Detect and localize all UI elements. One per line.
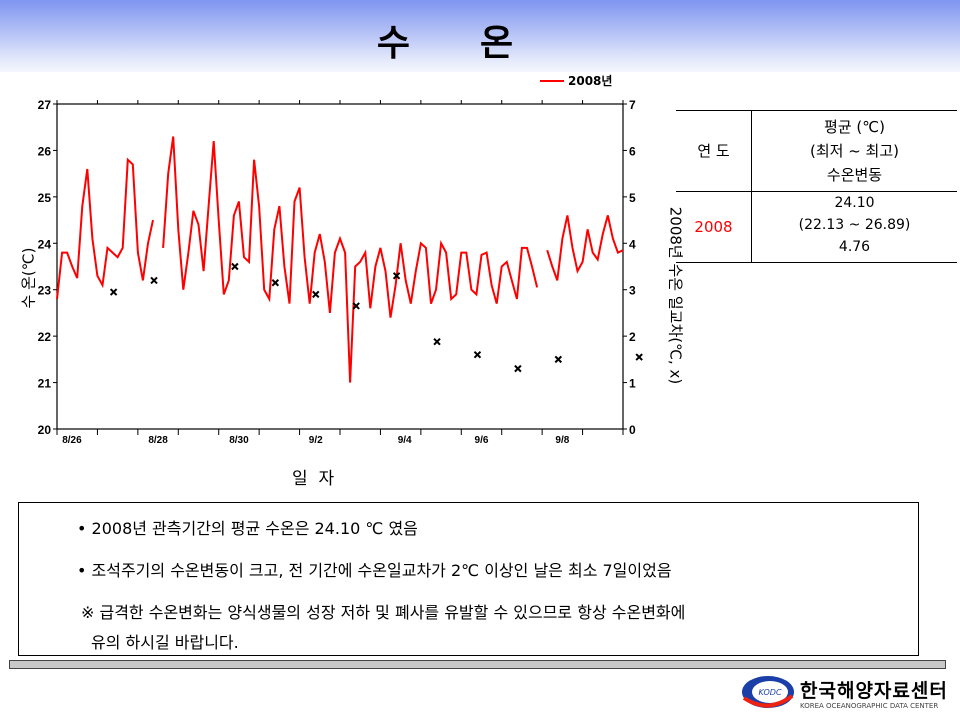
header-banner: [0, 0, 960, 72]
daily-range-marker: [109, 288, 118, 296]
y-tick-label-right: 2: [629, 330, 636, 344]
header-mean: 평균 (℃): [824, 118, 885, 136]
y-tick-label-right: 1: [629, 377, 636, 391]
daily-range-marker: [635, 353, 643, 361]
x-axis-label: 일 자: [292, 469, 335, 489]
y-tick-label-left: 26: [38, 144, 52, 158]
daily-range-marker: [150, 276, 158, 285]
stats-table: 연 도 평균 (℃) (최저 ~ 최고) 수온변동 2008 24.10 (22…: [676, 110, 957, 263]
y-tick-label-right: 4: [629, 237, 636, 251]
note-4: 유의 하시길 바랍니다.: [91, 633, 239, 652]
plot-frame: [56, 103, 624, 430]
table-row: 2008 24.10 (22.13 ~ 26.89) 4.76: [676, 191, 957, 263]
y-tick-label-right: 7: [629, 98, 636, 112]
header-stats: 평균 (℃) (최저 ~ 최고) 수온변동: [751, 110, 957, 192]
y-tick-label-left: 21: [38, 377, 52, 391]
daily-range-marker: [433, 338, 441, 346]
daily-range-marker: [271, 279, 280, 287]
daily-range-marker: [554, 355, 563, 364]
x-tick-label: 9/4: [398, 435, 412, 446]
row-variation: 4.76: [838, 239, 871, 255]
chart-legend: 2008년: [540, 72, 612, 89]
water-temperature-line: [56, 136, 624, 383]
y-axis-label-left: 수 온(℃): [19, 247, 38, 309]
table-header-row: 연 도 평균 (℃) (최저 ~ 최고) 수온변동: [676, 110, 957, 192]
page-title: 수온: [376, 23, 584, 64]
y-tick-label-left: 23: [38, 284, 52, 298]
x-tick-label: 9/8: [555, 435, 569, 446]
y-tick-label-left: 27: [38, 98, 52, 112]
note-1: • 2008년 관측기간의 평균 수온은 24.10 ℃ 였음: [77, 519, 418, 538]
row-stats: 24.10 (22.13 ~ 26.89) 4.76: [751, 191, 957, 263]
daily-range-marker: [231, 262, 239, 271]
daily-range-marker: [312, 290, 320, 299]
notes-box: • 2008년 관측기간의 평균 수온은 24.10 ℃ 였음 • 조석주기의 …: [18, 502, 919, 656]
header-variation: 수온변동: [826, 166, 883, 184]
x-tick-label: 9/2: [309, 435, 323, 446]
org-name-en: KOREA OCEANOGRAPHIC DATA CENTER: [800, 702, 939, 710]
y-tick-label-left: 22: [38, 330, 52, 344]
daily-range-marker: [514, 364, 522, 373]
footer-divider: [9, 660, 946, 669]
legend-label: 2008년: [568, 74, 613, 88]
y-tick-label-right: 3: [629, 284, 636, 298]
x-tick-label: 8/26: [62, 435, 82, 446]
header-range: (최저 ~ 최고): [809, 142, 899, 160]
note-3: ※ 급격한 수온변화는 양식생물의 성장 저하 및 폐사를 유발할 수 있으므로…: [81, 603, 686, 622]
legend-swatch: [540, 79, 564, 82]
x-tick-label: 8/30: [229, 435, 249, 446]
y-tick-label-right: 0: [629, 423, 636, 437]
y-tick-label-left: 20: [38, 423, 52, 437]
row-year: 2008: [676, 191, 752, 263]
daily-range-marker: [352, 302, 360, 310]
row-range: (22.13 ~ 26.89): [798, 217, 911, 233]
y-tick-label-right: 5: [629, 191, 636, 205]
daily-range-marker: [473, 351, 482, 359]
kodc-logo: KODC 한국해양자료센터 KOREA OCEANOGRAPHIC DATA C…: [740, 672, 950, 716]
org-name: 한국해양자료센터: [800, 680, 948, 702]
x-tick-label: 8/28: [148, 435, 168, 446]
svg-text:KODC: KODC: [758, 688, 781, 697]
header-year: 연 도: [676, 110, 752, 192]
row-mean: 24.10: [834, 195, 875, 211]
kodc-emblem-icon: KODC: [742, 676, 794, 708]
y-tick-label-left: 24: [38, 237, 52, 251]
x-tick-label: 9/6: [475, 435, 489, 446]
y-tick-label-right: 6: [629, 144, 636, 158]
note-2: • 조석주기의 수온변동이 크고, 전 기간에 수온일교차가 2℃ 이상인 날은…: [77, 561, 672, 580]
y-tick-label-left: 25: [38, 191, 52, 205]
daily-range-marker: [392, 272, 401, 280]
